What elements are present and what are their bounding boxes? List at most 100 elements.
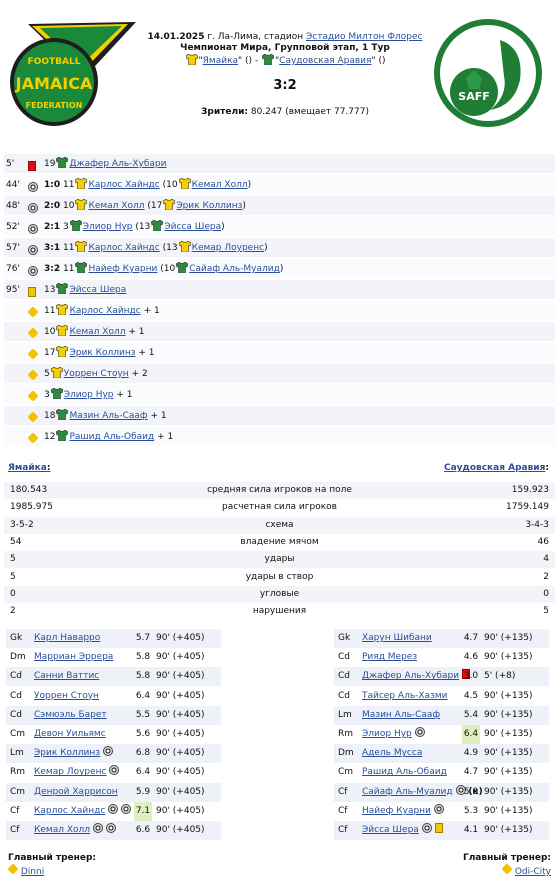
player-link[interactable]: Рияд Мерез: [362, 652, 418, 663]
goal-ball-icon: [28, 224, 38, 234]
away-coach-link[interactable]: Odi-City: [514, 867, 551, 877]
player-link[interactable]: Уоррен Стоун: [34, 690, 99, 701]
player-link[interactable]: Рашид Аль-Обаид: [362, 767, 447, 778]
player-row-bg: [334, 744, 549, 764]
event-player-link[interactable]: Карлос Хайндс: [69, 306, 141, 316]
player-link[interactable]: Эйсса Шера: [362, 825, 419, 835]
event-text: 2:1 3 Элиор Нур (13 Эйсса Шера): [44, 219, 225, 232]
event-player-link[interactable]: Элиор Нур: [63, 390, 114, 400]
event-player-link[interactable]: Найеф Куарни: [88, 264, 158, 274]
event-row-bg: [4, 343, 555, 362]
event-player-link[interactable]: Рашид Аль-Обаид: [69, 432, 155, 442]
event-row: 10 Кемал Холл + 1: [4, 323, 555, 341]
event-player-link[interactable]: Кемал Холл: [88, 201, 145, 211]
shirt-icon: [56, 282, 69, 295]
shirt-icon: [56, 156, 69, 169]
player-link[interactable]: Сайаф Аль-Муалид: [362, 786, 453, 797]
player-link[interactable]: Денрой Харрисон: [34, 786, 118, 797]
player-name: Кемар Лоуренс: [34, 763, 120, 782]
event-suffix: + 1: [154, 432, 174, 442]
assist-player-link[interactable]: Сайаф Аль-Муалид: [189, 264, 280, 274]
player-position: Cd: [338, 690, 350, 701]
event-icon: [28, 285, 38, 297]
player-row: Cf Кемал Холл 6.6 90' (+405): [6, 821, 221, 840]
player-link[interactable]: Марриан Эррера: [34, 652, 114, 663]
assist-player-link[interactable]: Эрик Коллинз: [176, 201, 243, 211]
stats-away-team-link[interactable]: Саудовская Аравия: [444, 463, 546, 473]
assist-number: 10: [163, 264, 176, 274]
coach-star-icon: [502, 864, 512, 874]
player-link[interactable]: Кемар Лоуренс: [34, 767, 107, 778]
goal-ball-icon: [28, 203, 38, 213]
svg-text:FOOTBALL: FOOTBALL: [28, 57, 81, 67]
player-link[interactable]: Эрик Коллинз: [34, 748, 101, 759]
player-name: Тайсер Аль-Хазми: [362, 687, 448, 706]
player-link[interactable]: Мазин Аль-Сааф: [362, 709, 441, 720]
event-player-link[interactable]: Эйсса Шера: [69, 285, 127, 295]
event-player-link[interactable]: Кемал Холл: [69, 327, 126, 337]
player-name: Марриан Эррера: [34, 648, 113, 667]
player-link[interactable]: Элиор Нур: [362, 729, 412, 739]
player-row: Cd Тайсер Аль-Хазми 4.5 90' (+135): [334, 687, 549, 706]
player-name: Кемал Холл: [34, 821, 116, 840]
player-minutes: 90' (+135): [484, 825, 533, 835]
stat-away-value: 5: [543, 606, 549, 617]
event-text: 17 Эрик Коллинз + 1: [44, 344, 155, 362]
event-suffix: ): [247, 180, 252, 190]
player-name: Девон Уильямс: [34, 725, 106, 744]
stat-home-value: 0: [10, 588, 16, 599]
stat-home-value: 3-5-2: [10, 519, 34, 530]
event-player-link[interactable]: Уоррен Стоун: [63, 369, 129, 379]
stats-row: расчетная сила игроков 1985.975 1759.149: [4, 499, 555, 516]
player-link[interactable]: Найеф Куарни: [362, 805, 431, 816]
stadium-link[interactable]: Эстадио Милтон Флорес: [305, 32, 423, 42]
assist-player-link[interactable]: Кемар Лоуренс: [191, 243, 265, 253]
event-row: 5 Уоррен Стоун + 2: [4, 365, 555, 383]
player-row: Gk Карл Наварро 5.7 90' (+405): [6, 629, 221, 648]
event-player-link[interactable]: Джафер Аль-Хубари: [69, 159, 167, 169]
event-number: 3: [63, 222, 69, 232]
away-team-link[interactable]: Саудовская Аравия: [279, 56, 372, 66]
player-link[interactable]: Сэмюэль Барет: [34, 709, 107, 720]
event-score: 1:0: [44, 180, 61, 190]
stat-away-value: 3-4-3: [525, 519, 549, 530]
assist-player-link[interactable]: Эйсса Шера: [164, 222, 222, 232]
stats-away-team: Саудовская Аравия:: [444, 463, 549, 473]
match-date: 14.01.2025: [147, 32, 205, 42]
assist-plus-icon: [28, 349, 38, 359]
assist-plus-icon: [28, 328, 38, 338]
player-link[interactable]: Кемал Холл: [34, 825, 91, 835]
stat-label: владение мячом: [240, 536, 319, 547]
away-shirt-icon: [261, 53, 275, 66]
event-player-link[interactable]: Элиор Нур: [82, 222, 133, 232]
player-rating: 5.3: [463, 805, 479, 816]
player-rating: 5.7: [135, 633, 151, 643]
home-team-link[interactable]: Ямайка: [202, 56, 239, 66]
stat-home-value: 1985.975: [10, 502, 53, 513]
assist-player-link[interactable]: Кемал Холл: [191, 180, 248, 190]
player-row: Dm Марриан Эррера 5.8 90' (+405): [6, 648, 221, 667]
player-link[interactable]: Карлос Хайндс: [34, 805, 106, 816]
player-link[interactable]: Девон Уильямс: [34, 729, 106, 739]
event-player-link[interactable]: Карлос Хайндс: [88, 243, 160, 253]
event-icon: [28, 411, 38, 421]
player-link[interactable]: Харун Шибани: [362, 633, 432, 643]
player-link[interactable]: Тайсер Аль-Хазми: [362, 690, 448, 701]
player-link[interactable]: Карл Наварро: [34, 633, 101, 643]
player-link[interactable]: Адель Мусса: [362, 748, 423, 759]
player-minutes: 90' (+405): [156, 767, 205, 778]
player-name: Сайаф Аль-Муалид (к): [362, 783, 483, 802]
event-player-link[interactable]: Эрик Коллинз: [69, 348, 136, 358]
event-player-link[interactable]: Карлос Хайндс: [88, 180, 160, 190]
stats-row: угловые 0 0: [4, 585, 555, 603]
event-icon: [28, 264, 38, 276]
player-row-bg: [6, 667, 221, 687]
home-coach-link[interactable]: Dinni: [20, 867, 45, 877]
player-link[interactable]: Санни Ваттис: [34, 671, 100, 682]
player-position: Dm: [10, 652, 26, 663]
event-player-link[interactable]: Мазин Аль-Сааф: [69, 411, 148, 421]
event-row: 3 Элиор Нур + 1: [4, 386, 555, 404]
stats-home-team-link[interactable]: Ямайка:: [8, 463, 51, 473]
event-number: 3: [44, 390, 50, 400]
player-link[interactable]: Джафер Аль-Хубари: [362, 671, 460, 682]
